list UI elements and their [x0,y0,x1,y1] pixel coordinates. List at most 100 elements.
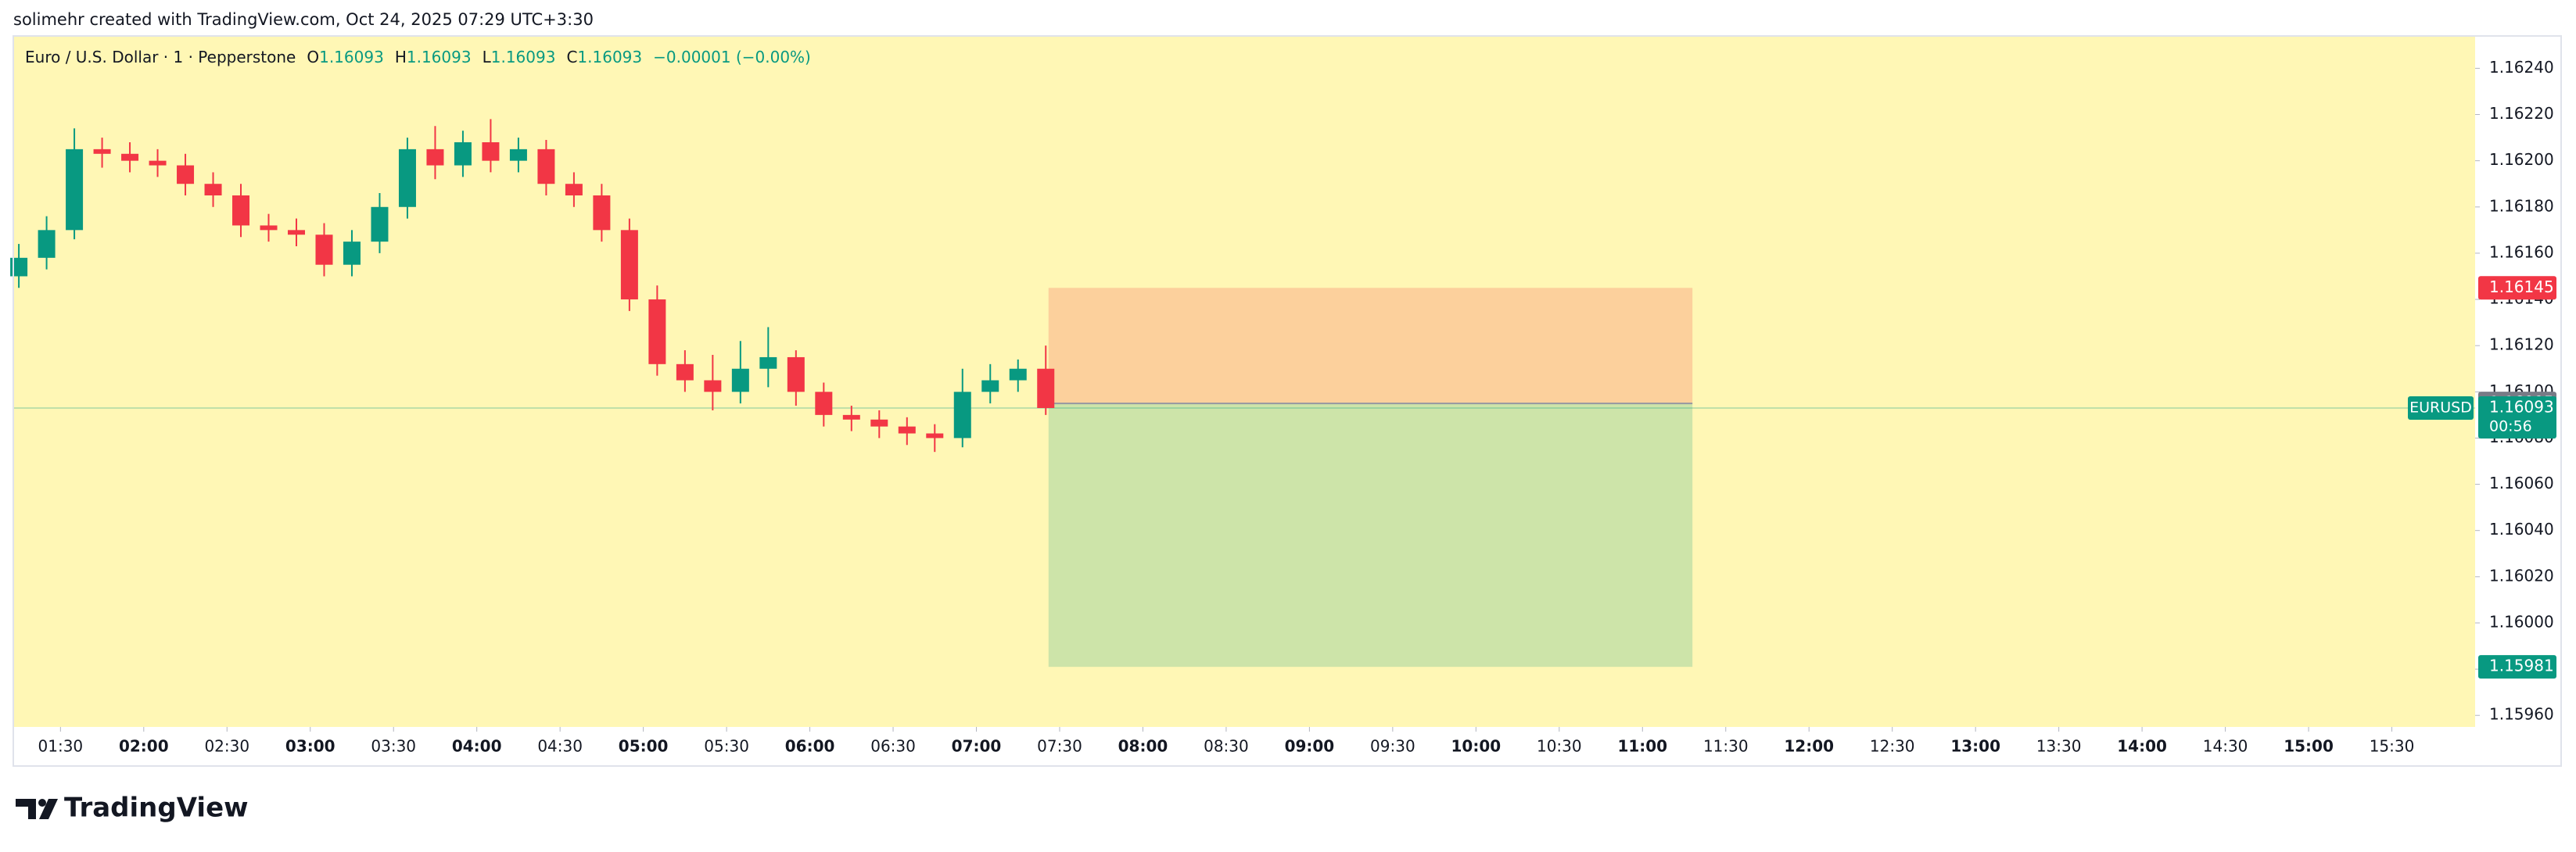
symbol-tag [2408,396,2474,420]
candle-body [898,426,916,434]
x-tick-label: 13:00 [1950,737,2000,756]
candle-body [731,368,749,392]
legend-change: −0.00001 (−0.00%) [653,48,811,66]
candle-body [593,195,611,231]
legend: Euro / U.S. Dollar · 1 · Pepperstone O1.1… [25,48,811,66]
x-tick-label: 15:30 [2370,737,2415,756]
candle-body [315,234,333,265]
x-tick-label: 12:00 [1784,737,1834,756]
x-tick-label: 07:30 [1037,737,1082,756]
chart-pane: Euro / U.S. Dollar · 1 · Pepperstone O1.1… [10,36,2561,766]
candle-body [953,392,971,439]
x-tick-label: 13:30 [2036,737,2082,756]
legend-low: 1.16093 [491,48,556,66]
candle-body [787,356,805,392]
y-tick-label: 1.16120 [2489,335,2554,354]
x-tick-label: 11:00 [1617,737,1667,756]
candle-body [759,356,777,369]
legend-open: 1.16093 [319,48,384,66]
header: solimehr created with TradingView.com, O… [13,10,594,29]
y-tick-label: 1.16200 [2489,150,2554,169]
candle-body [648,299,666,364]
x-tick-label: 12:30 [1870,737,1915,756]
x-tick-label: 11:30 [1703,737,1749,756]
brand-logo-slash [39,799,58,819]
candle-body [426,149,444,166]
price-tag-label: 1.16093 [2489,398,2554,417]
brand-logo-dot [38,799,46,807]
candle-body [260,225,278,231]
time-axis-background [13,727,2561,766]
candle-body [93,149,111,154]
legend-open-label: O [307,48,319,66]
x-tick-label: 04:00 [452,737,502,756]
x-tick-label: 01:30 [38,737,84,756]
candle-body [398,149,416,207]
y-tick-label: 1.15960 [2489,705,2554,724]
brand-name: TradingView [64,793,249,824]
position-stop-zone [1048,288,1693,404]
y-tick-label: 1.16060 [2489,474,2554,492]
y-tick-label: 1.16000 [2489,612,2554,631]
brand: TradingView [16,793,249,824]
x-tick-label: 08:30 [1204,737,1249,756]
candle-body [204,184,222,195]
candle-body [870,419,888,427]
candle-body [454,142,472,166]
x-tick-label: 14:00 [2117,737,2167,756]
x-tick-label: 06:00 [785,737,835,756]
candle-body [232,195,250,226]
x-tick-label: 03:30 [371,737,416,756]
candle-body [177,165,195,184]
y-tick-label: 1.16180 [2489,196,2554,215]
candle-body [343,242,361,265]
candle-body [371,206,389,242]
candle-body [676,363,694,381]
x-tick-label: 15:00 [2284,737,2334,756]
candle-body [482,142,500,161]
x-tick-label: 05:30 [704,737,749,756]
y-tick-label: 1.16020 [2489,566,2554,585]
y-tick-label: 1.16220 [2489,104,2554,123]
candle-body [149,160,167,166]
candle-body [10,257,28,277]
x-tick-label: 04:30 [537,737,583,756]
candle-body [842,414,860,420]
candle-body [926,433,944,439]
candle-body [38,230,56,258]
price-tag [2478,396,2556,439]
price-tag-label: 1.16145 [2489,277,2554,296]
symbol-tag-label: EURUSD [2409,399,2472,417]
candle-body [537,149,555,184]
x-tick-label: 02:30 [204,737,249,756]
candle-body [509,149,527,161]
x-tick-label: 09:00 [1285,737,1335,756]
legend-title: Euro / U.S. Dollar · 1 · Pepperstone [25,48,296,66]
position-target-zone [1048,403,1693,668]
y-tick-label: 1.16160 [2489,242,2554,261]
legend-low-label: L [483,48,492,66]
legend-high: 1.16093 [407,48,472,66]
x-tick-label: 10:30 [1537,737,1582,756]
candle-body [66,149,84,231]
legend-high-label: H [395,48,407,66]
candle-body [620,230,638,300]
price-tag-label: 1.15981 [2489,657,2554,675]
y-tick-label: 1.16040 [2489,520,2554,539]
candle-body [288,230,306,235]
candle-body [121,153,139,161]
candle-body [815,392,833,415]
candle-body [1037,368,1055,408]
price-tag [2478,276,2556,300]
price-axis-background [2475,36,2561,727]
countdown-label: 00:56 [2489,418,2532,435]
x-tick-label: 02:00 [119,737,169,756]
x-tick-label: 07:00 [952,737,1002,756]
candle-body [704,380,722,392]
legend-close: 1.16093 [577,48,642,66]
x-tick-label: 05:00 [619,737,669,756]
candle-body [565,184,583,195]
x-tick-label: 09:30 [1370,737,1415,756]
